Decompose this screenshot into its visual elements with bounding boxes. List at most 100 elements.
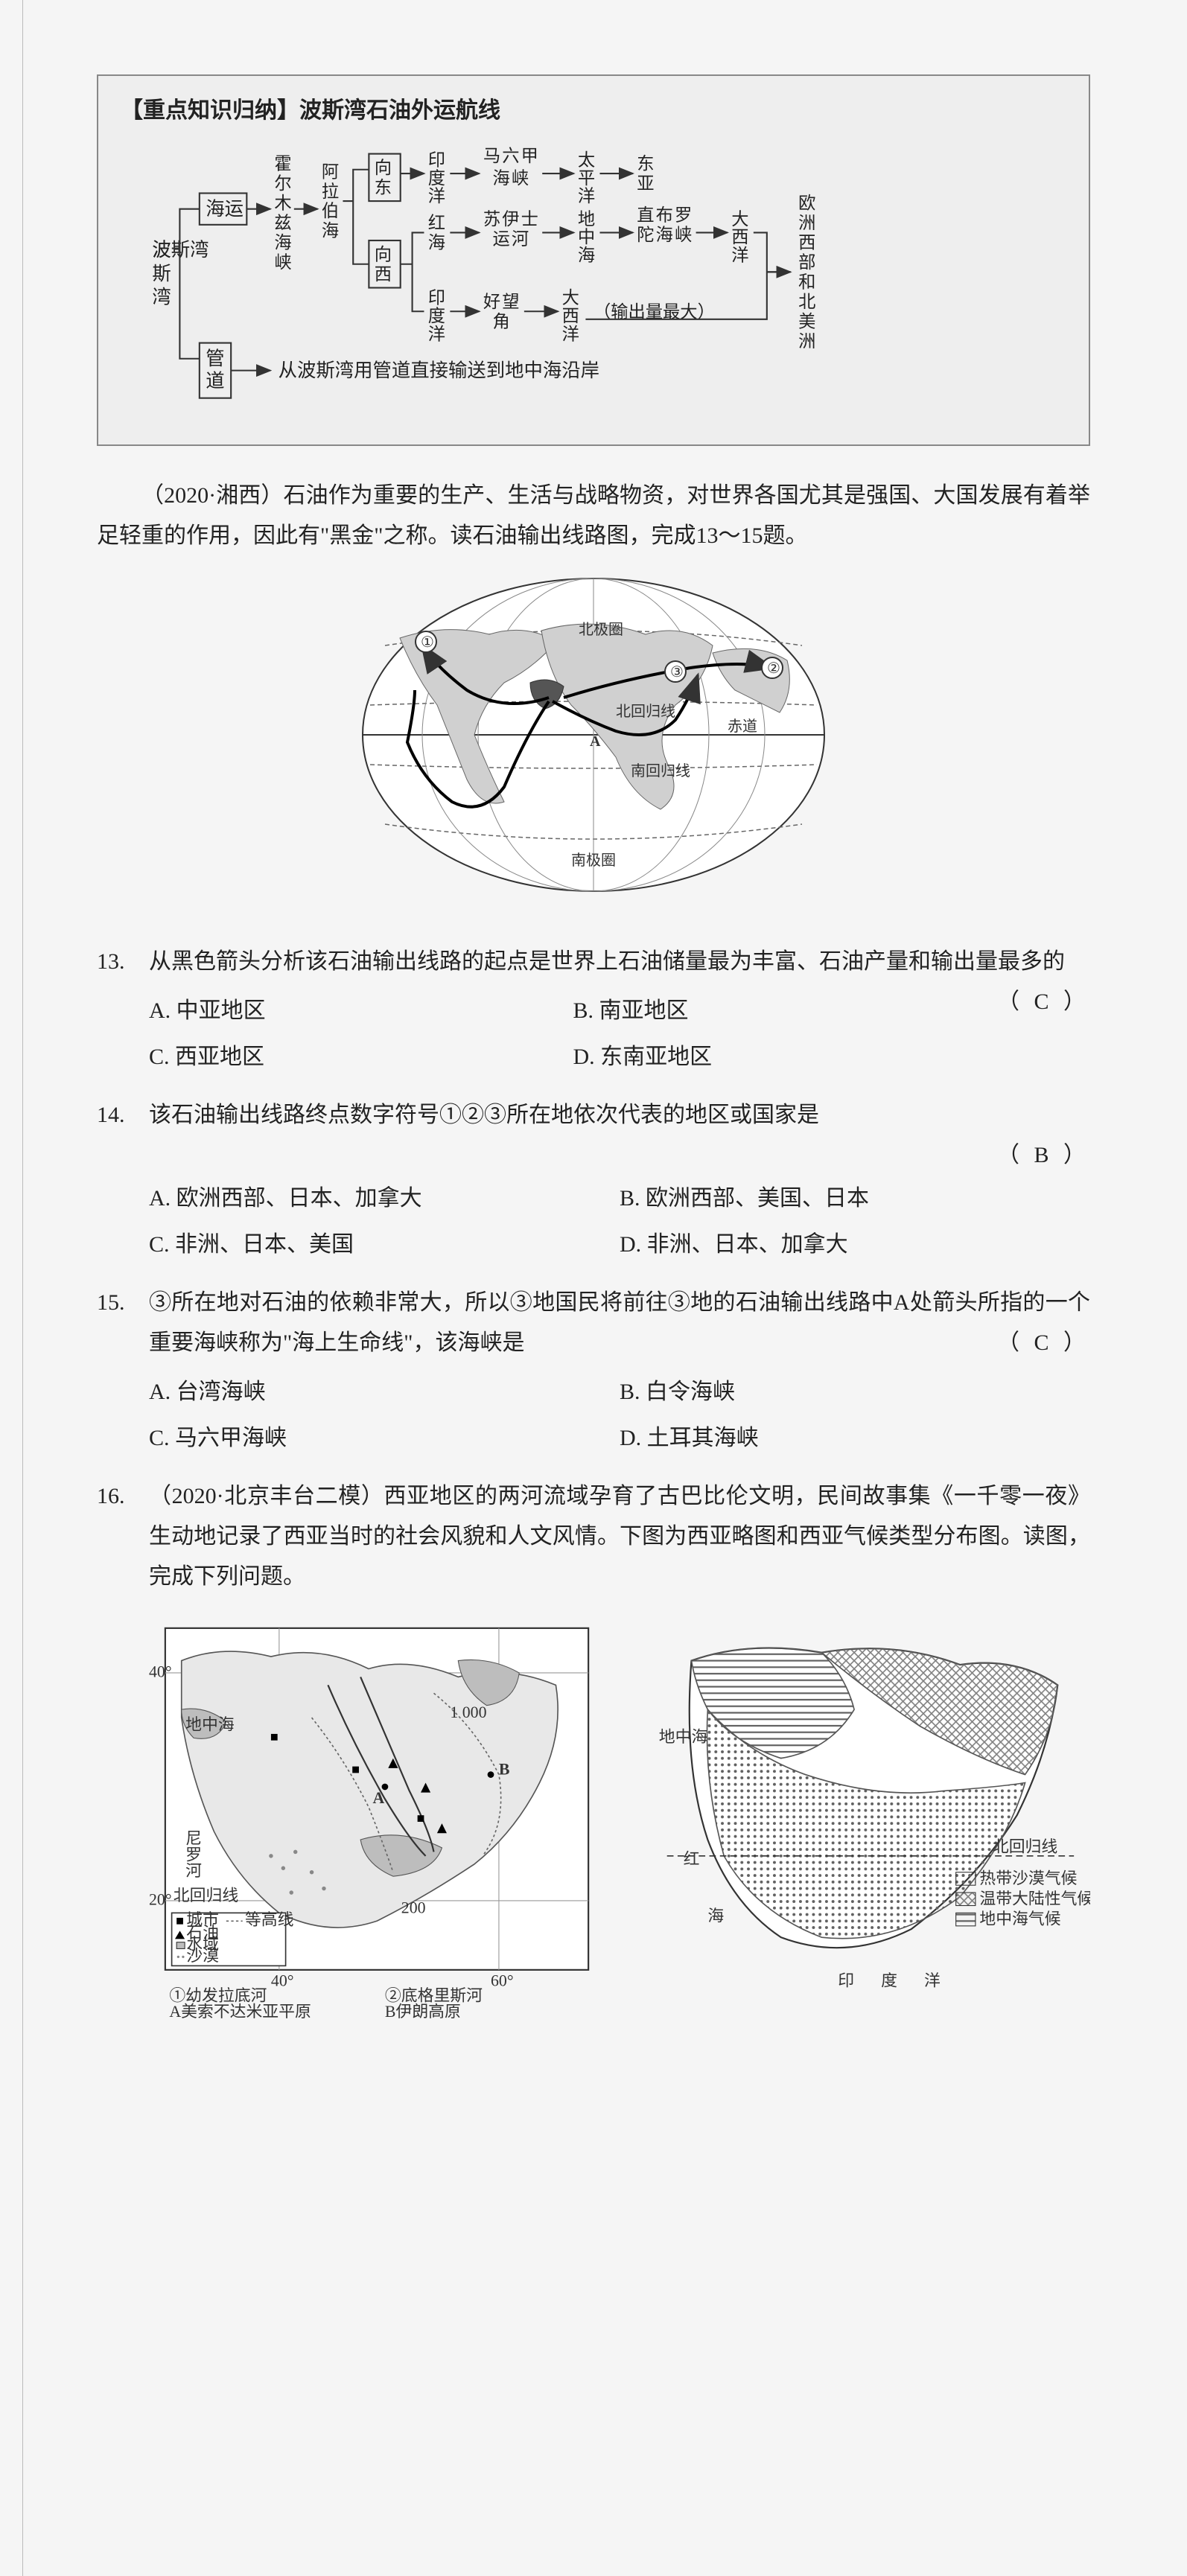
flow-pipe: 道	[206, 371, 224, 392]
svg-text:大: 大	[562, 289, 579, 308]
svg-text:③: ③	[670, 664, 684, 680]
svg-text:海: 海	[493, 169, 510, 188]
svg-text:①: ①	[421, 634, 434, 651]
svg-text:北回归线: 北回归线	[993, 1837, 1058, 1855]
svg-text:40°: 40°	[149, 1662, 172, 1680]
flow-start: 波	[152, 240, 171, 261]
svg-text:印 度 洋: 印 度 洋	[838, 1972, 952, 1990]
flow-start: 斯	[152, 264, 171, 284]
svg-text:北回归线: 北回归线	[616, 703, 675, 720]
svg-text:沙漠: 沙漠	[186, 1947, 219, 1965]
answer-blank: （ B ）	[997, 1135, 1090, 1176]
svg-text:洋: 洋	[578, 187, 595, 206]
svg-text:海: 海	[428, 234, 445, 253]
svg-text:A: A	[590, 733, 601, 750]
svg-text:红: 红	[684, 1850, 700, 1868]
option-d: D. 土耳其海峡	[620, 1415, 1090, 1461]
svg-text:①幼发拉底河: ①幼发拉底河	[169, 1986, 267, 2004]
svg-text:温带大陆性气候: 温带大陆性气候	[979, 1890, 1090, 1907]
west-asia-climate-map: 北回归线 地中海 红 海 印 度 洋 热带沙漠气候 温带大陆性气候 地中海气候	[634, 1612, 1090, 2032]
svg-text:地中海: 地中海	[659, 1728, 708, 1746]
svg-text:洲: 洲	[798, 214, 815, 233]
svg-text:地: 地	[578, 210, 595, 229]
svg-text:峡: 峡	[274, 253, 291, 272]
svg-text:部: 部	[798, 253, 815, 272]
q-number: 15.	[97, 1283, 149, 1323]
option-d: D. 东南亚地区	[573, 1034, 996, 1080]
svg-text:拉: 拉	[322, 182, 339, 202]
svg-text:布: 布	[656, 206, 673, 226]
svg-text:中: 中	[578, 228, 595, 247]
svg-text:欧: 欧	[798, 194, 815, 214]
svg-text:海: 海	[707, 1907, 724, 1925]
svg-text:南极圈: 南极圈	[571, 852, 616, 869]
option-d: D. 非洲、日本、加拿大	[620, 1222, 1090, 1268]
flow-start: 湾	[152, 287, 171, 308]
svg-text:A: A	[373, 1789, 385, 1807]
q-stem: ③所在地对石油的依赖非常大，所以③地国民将前往③地的石油输出线路中A处箭头所指的…	[149, 1283, 1090, 1363]
svg-text:望: 望	[502, 293, 519, 312]
option-c: C. 非洲、日本、美国	[149, 1222, 620, 1268]
answer-blank: （ C ）	[997, 982, 1090, 1022]
knowledge-box-title: 【重点知识归纳】波斯湾石油外运航线	[121, 91, 1066, 131]
svg-text:海: 海	[322, 222, 339, 241]
svg-text:六: 六	[502, 147, 519, 166]
svg-text:罗: 罗	[675, 206, 692, 226]
svg-text:亚: 亚	[637, 174, 654, 194]
svg-text:运: 运	[493, 229, 510, 249]
svg-text:河: 河	[512, 229, 529, 249]
q-stem: 该石油输出线路终点数字符号①②③所在地依次代表的地区或国家是	[149, 1095, 1090, 1135]
svg-text:20°: 20°	[149, 1890, 172, 1908]
svg-text:木: 木	[274, 194, 291, 214]
svg-text:从波斯湾用管道直接输送到地中海沿岸: 从波斯湾用管道直接输送到地中海沿岸	[279, 360, 599, 381]
svg-text:向: 向	[375, 245, 392, 264]
svg-text:红: 红	[428, 214, 445, 233]
svg-text:赤道: 赤道	[728, 718, 757, 735]
svg-text:罗: 罗	[185, 1846, 202, 1864]
question-14: 14. 该石油输出线路终点数字符号①②③所在地依次代表的地区或国家是 （ B ）…	[97, 1095, 1090, 1268]
option-c: C. 西亚地区	[149, 1034, 573, 1080]
svg-text:美: 美	[798, 312, 815, 331]
svg-text:伯: 伯	[322, 202, 339, 221]
option-a: A. 欧洲西部、日本、加拿大	[149, 1176, 620, 1222]
svg-text:东: 东	[637, 155, 654, 174]
svg-text:阿: 阿	[322, 162, 339, 182]
svg-text:B: B	[499, 1761, 510, 1779]
svg-text:峡: 峡	[675, 226, 692, 245]
svg-text:西: 西	[562, 307, 579, 326]
svg-text:太: 太	[578, 150, 595, 170]
svg-text:霍: 霍	[274, 155, 291, 174]
svg-text:北极圈: 北极圈	[579, 621, 623, 638]
svg-text:北回归线: 北回归线	[174, 1887, 239, 1904]
svg-text:60°: 60°	[491, 1972, 514, 1990]
svg-text:峡: 峡	[512, 169, 529, 188]
option-b: B. 白令海峡	[620, 1369, 1090, 1415]
svg-text:尔: 尔	[274, 174, 291, 194]
svg-text:B伊朗高原: B伊朗高原	[385, 2003, 461, 2018]
svg-text:兹: 兹	[274, 214, 291, 233]
question-16: 16. （2020·北京丰台二模）西亚地区的两河流域孕育了古巴比伦文明，民间故事…	[97, 1476, 1090, 2032]
svg-text:平: 平	[578, 169, 595, 188]
svg-text:北: 北	[798, 293, 815, 312]
west-asia-outline-map: 40° 20° 40° 60° 地中海	[149, 1612, 605, 2032]
svg-text:士: 士	[521, 210, 538, 229]
svg-text:向: 向	[375, 159, 392, 178]
svg-text:②底格里斯河: ②底格里斯河	[385, 1986, 483, 2004]
svg-text:河: 河	[185, 1862, 202, 1880]
question-15: 15. ③所在地对石油的依赖非常大，所以③地国民将前往③地的石油输出线路中A处箭…	[97, 1283, 1090, 1461]
option-a: A. 中亚地区	[149, 988, 573, 1034]
svg-text:②: ②	[767, 660, 780, 677]
answer-blank: （ C ）	[997, 1323, 1090, 1363]
svg-text:地中海气候: 地中海气候	[979, 1910, 1060, 1928]
svg-text:东: 东	[375, 179, 392, 198]
flow-sea: 海运	[206, 199, 244, 220]
svg-text:西: 西	[375, 265, 392, 284]
svg-text:角: 角	[493, 312, 510, 331]
q-stem: 从黑色箭头分析该石油输出线路的起点是世界上石油储量最为丰富、石油产量和输出量最多…	[149, 942, 1090, 982]
svg-text:海: 海	[656, 226, 673, 245]
svg-text:甲: 甲	[521, 147, 538, 166]
svg-text:海: 海	[274, 234, 291, 253]
svg-text:洲: 洲	[798, 332, 815, 351]
option-a: A. 台湾海峡	[149, 1369, 620, 1415]
oil-route-flowchart: 波斯湾 波 斯 湾 海运 管 道 霍 尔 木 兹 海 峡 阿 拉 伯 海 向 东	[121, 146, 1066, 430]
